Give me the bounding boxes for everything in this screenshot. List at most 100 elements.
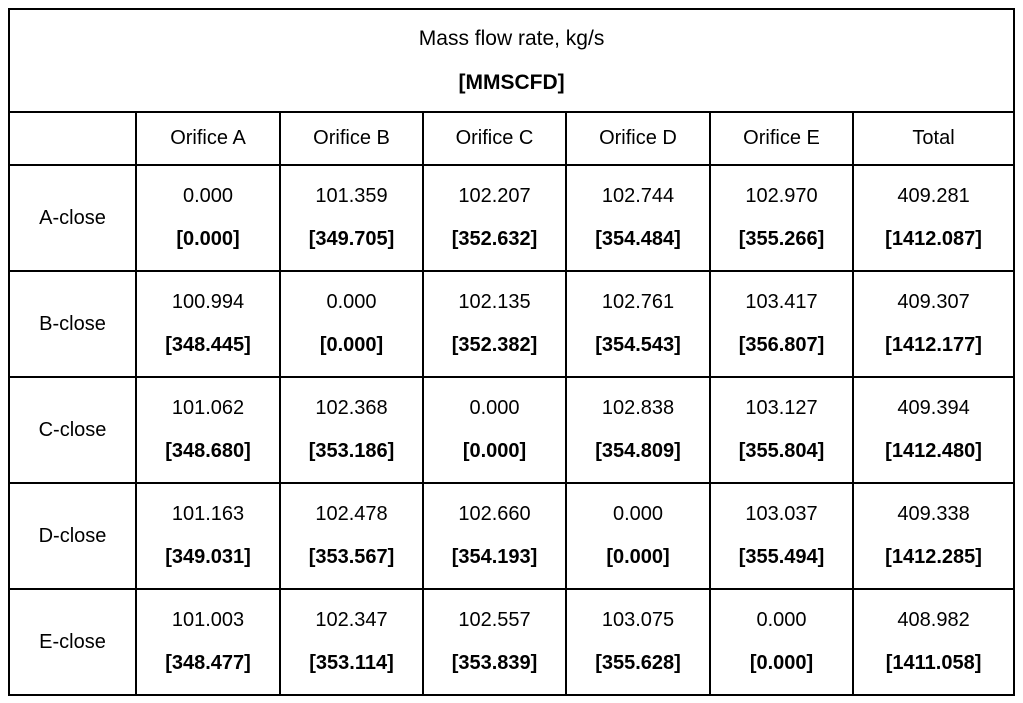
- table-row-a-close: A-close 0.000 [0.000] 101.359 [349.705] 102.2…: [8, 164, 1016, 272]
- cell-value-mmscfd: [355.266]: [738, 228, 825, 250]
- table-row-b-close: B-close 100.994 [348.445] 0.000 [0.000] 102.1…: [8, 270, 1016, 378]
- table-subtitle-units: [MMSCFD]: [458, 70, 565, 94]
- cell-value-kgs: 102.368: [315, 397, 388, 419]
- cell-value-kgs: 102.970: [745, 185, 818, 207]
- cell-value-mmscfd: [354.543]: [595, 334, 681, 356]
- table-title-row: Mass flow rate, kg/s [MMSCFD]: [7, 8, 1016, 113]
- cell-value-mmscfd: [348.680]: [165, 440, 251, 462]
- cell-value-mmscfd: [1411.058]: [885, 652, 982, 674]
- cell-value-kgs: 102.744: [601, 185, 675, 207]
- data-cell: 102.761 [354.543]: [565, 270, 711, 378]
- data-cell: 103.075 [355.628]: [565, 588, 711, 696]
- data-cell: 101.163 [349.031]: [135, 482, 281, 590]
- cell-value-mmscfd: [353.186]: [308, 440, 395, 462]
- cell-value-mmscfd: [1412.480]: [885, 440, 982, 462]
- cell-value-kgs: 409.307: [897, 291, 970, 313]
- data-cell: 102.135 [352.382]: [422, 270, 567, 378]
- cell-value-mmscfd: [0.000]: [606, 546, 670, 568]
- data-cell: 102.347 [353.114]: [279, 588, 424, 696]
- data-cell: 102.478 [353.567]: [279, 482, 424, 590]
- cell-value-kgs: 409.394: [897, 397, 970, 419]
- row-label: A-close: [8, 164, 137, 272]
- table-row-e-close: E-close 101.003 [348.477] 102.347 [353.114] 1…: [8, 588, 1016, 696]
- data-cell: 408.982 [1411.058]: [851, 588, 1016, 696]
- cell-value-kgs: 101.003: [171, 609, 245, 631]
- cell-value-kgs: 101.163: [171, 503, 245, 525]
- column-header-orifice-e: Orifice E: [709, 111, 854, 166]
- table-title-cell: Mass flow rate, kg/s [MMSCFD]: [7, 8, 1016, 113]
- data-cell: 100.994 [348.445]: [135, 270, 281, 378]
- table-row-c-close: C-close 101.062 [348.680] 102.368 [353.186] 0…: [8, 376, 1016, 484]
- data-cell: 409.281 [1412.087]: [851, 164, 1016, 272]
- cell-value-mmscfd: [353.114]: [309, 652, 394, 674]
- cell-value-kgs: 101.359: [315, 185, 388, 207]
- table-title: Mass flow rate, kg/s: [418, 26, 605, 50]
- row-label: C-close: [8, 376, 137, 484]
- cell-value-mmscfd: [1412.087]: [885, 228, 982, 250]
- cell-value-kgs: 102.478: [315, 503, 388, 525]
- cell-value-mmscfd: [355.494]: [738, 546, 825, 568]
- cell-value-mmscfd: [348.477]: [165, 652, 251, 674]
- cell-value-kgs: 102.660: [458, 503, 531, 525]
- data-cell: 102.970 [355.266]: [709, 164, 854, 272]
- data-cell: 101.062 [348.680]: [135, 376, 281, 484]
- data-cell: 0.000 [0.000]: [422, 376, 567, 484]
- data-cell: 0.000 [0.000]: [279, 270, 424, 378]
- data-cell: 0.000 [0.000]: [135, 164, 281, 272]
- data-cell: 102.557 [353.839]: [422, 588, 567, 696]
- column-header-orifice-a: Orifice A: [135, 111, 281, 166]
- cell-value-mmscfd: [352.632]: [451, 228, 538, 250]
- column-header-orifice-d: Orifice D: [565, 111, 711, 166]
- cell-value-kgs: 102.135: [458, 291, 531, 313]
- cell-value-kgs: 409.338: [897, 503, 970, 525]
- column-header-total: Total: [851, 111, 1016, 166]
- column-header-blank: [8, 111, 137, 166]
- data-cell: 409.394 [1412.480]: [851, 376, 1016, 484]
- cell-value-mmscfd: [0.000]: [749, 652, 814, 674]
- data-cell: 409.338 [1412.285]: [851, 482, 1016, 590]
- cell-value-kgs: 103.417: [745, 291, 818, 313]
- cell-value-kgs: 103.127: [745, 397, 818, 419]
- data-cell: 0.000 [0.000]: [565, 482, 711, 590]
- data-cell: 102.207 [352.632]: [422, 164, 567, 272]
- cell-value-kgs: 0.000: [612, 503, 664, 525]
- row-label: D-close: [8, 482, 137, 590]
- cell-value-mmscfd: [353.567]: [308, 546, 395, 568]
- cell-value-mmscfd: [356.807]: [738, 334, 825, 356]
- cell-value-mmscfd: [354.193]: [451, 546, 538, 568]
- cell-value-mmscfd: [355.804]: [738, 440, 825, 462]
- cell-value-mmscfd: [353.839]: [451, 652, 538, 674]
- cell-value-mmscfd: [0.000]: [319, 334, 384, 356]
- cell-value-kgs: 100.994: [171, 291, 245, 313]
- data-cell: 103.037 [355.494]: [709, 482, 854, 590]
- cell-value-mmscfd: [0.000]: [462, 440, 527, 462]
- cell-value-kgs: 409.281: [897, 185, 970, 207]
- column-header-orifice-b: Orifice B: [279, 111, 424, 166]
- cell-value-kgs: 0.000: [326, 291, 377, 313]
- data-cell: 409.307 [1412.177]: [851, 270, 1016, 378]
- cell-value-mmscfd: [1412.285]: [885, 546, 982, 568]
- cell-value-kgs: 0.000: [756, 609, 807, 631]
- cell-value-kgs: 408.982: [897, 609, 970, 631]
- cell-value-mmscfd: [354.809]: [595, 440, 681, 462]
- cell-value-mmscfd: [352.382]: [451, 334, 538, 356]
- data-cell: 102.838 [354.809]: [565, 376, 711, 484]
- cell-value-mmscfd: [355.628]: [595, 652, 681, 674]
- cell-value-mmscfd: [349.705]: [308, 228, 395, 250]
- cell-value-kgs: 0.000: [469, 397, 520, 419]
- cell-value-kgs: 0.000: [182, 185, 234, 207]
- data-cell: 0.000 [0.000]: [709, 588, 854, 696]
- row-label: E-close: [8, 588, 137, 696]
- cell-value-kgs: 102.838: [601, 397, 675, 419]
- data-cell: 102.660 [354.193]: [422, 482, 567, 590]
- data-cell: 102.368 [353.186]: [279, 376, 424, 484]
- cell-value-kgs: 103.037: [745, 503, 818, 525]
- cell-value-kgs: 101.062: [171, 397, 245, 419]
- row-label: B-close: [8, 270, 137, 378]
- data-cell: 101.003 [348.477]: [135, 588, 281, 696]
- cell-value-kgs: 103.075: [601, 609, 675, 631]
- data-cell: 103.417 [356.807]: [709, 270, 854, 378]
- cell-value-mmscfd: [348.445]: [165, 334, 251, 356]
